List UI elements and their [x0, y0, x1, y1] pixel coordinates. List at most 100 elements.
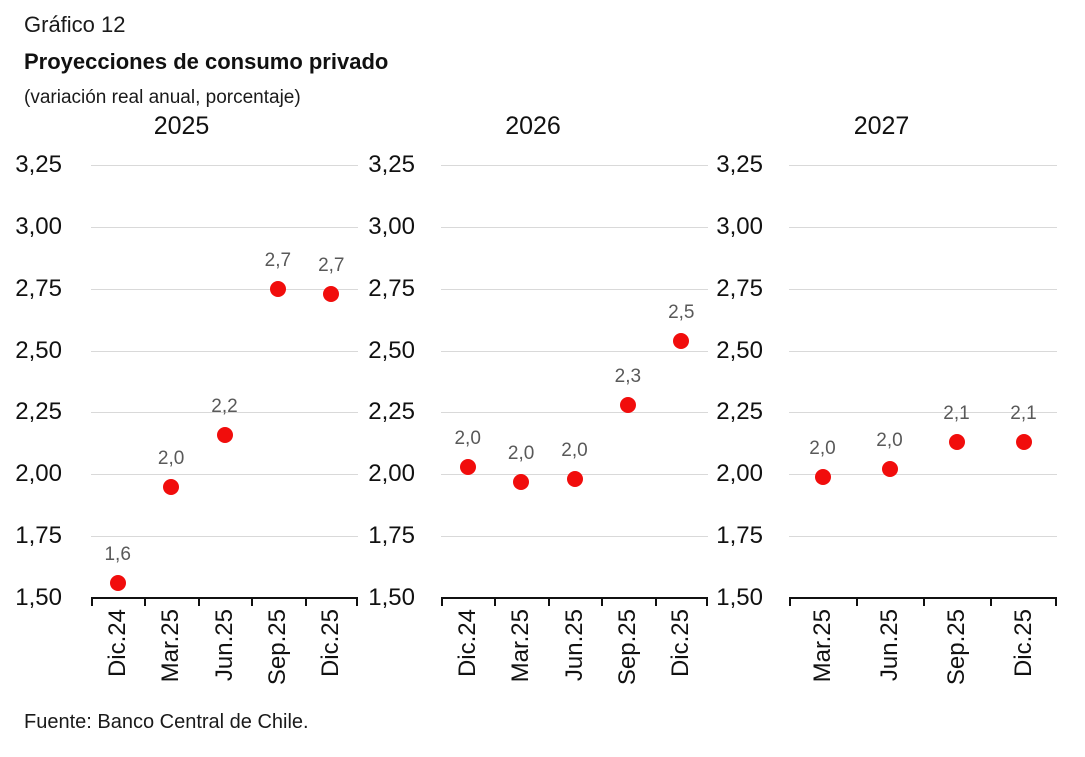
data-point [619, 397, 636, 413]
data-point [948, 434, 965, 451]
y-axis-tick-label: 1,75 [368, 522, 415, 550]
y-axis-tick-label: 3,00 [15, 212, 62, 240]
gridline [789, 227, 1057, 228]
data-point-label: 2,0 [876, 430, 903, 452]
gridline [91, 351, 358, 352]
data-point [323, 285, 340, 302]
y-axis-tick-label: 2,25 [15, 398, 62, 426]
data-point [109, 575, 126, 592]
x-axis-tick [305, 597, 307, 606]
gridline [789, 412, 1057, 413]
data-point [814, 468, 831, 485]
data-point-label: 1,6 [104, 544, 131, 566]
gridline [441, 536, 708, 537]
x-axis-line [91, 597, 358, 599]
data-point [269, 280, 286, 297]
x-axis-tick [356, 597, 358, 606]
data-point-label: 2,2 [211, 395, 238, 417]
y-axis-tick-label: 2,00 [15, 460, 62, 488]
data-point [216, 426, 233, 443]
panel-title-2025: 2025 [153, 112, 210, 140]
y-axis-tick-label: 3,25 [15, 151, 62, 178]
data-point [459, 458, 476, 475]
x-axis-tick [441, 597, 443, 606]
x-axis-category-label: Sep.25 [942, 609, 970, 686]
gridline [91, 289, 358, 290]
gridline [91, 227, 358, 228]
y-axis-tick-label: 2,75 [368, 274, 415, 302]
x-axis-tick [856, 597, 858, 606]
data-point [513, 473, 530, 490]
y-axis-tick-label: 2,50 [368, 336, 415, 364]
gridline [91, 536, 358, 537]
y-axis-tick-label: 1,50 [716, 584, 763, 611]
y-axis-tick-label: 2,75 [716, 274, 763, 302]
gridline [441, 289, 708, 290]
data-point-label: 2,0 [157, 447, 185, 469]
y-axis-tick-label: 3,00 [368, 212, 415, 240]
gridline [789, 289, 1057, 290]
gridline [789, 536, 1057, 537]
x-axis-line [441, 597, 708, 599]
y-axis-tick-label: 1,75 [716, 522, 763, 550]
y-axis-tick-label: 1,50 [15, 584, 62, 611]
gridline [441, 227, 708, 228]
data-point-label: 2,7 [264, 249, 292, 271]
gridline [91, 412, 358, 413]
figure-label: Gráfico 12 [24, 12, 126, 37]
panel-title-2026: 2026 [505, 112, 561, 140]
y-axis-tick-label: 2,50 [716, 336, 763, 364]
x-axis-category-label: Jun.25 [560, 609, 588, 682]
y-axis-tick-label: 3,25 [716, 151, 763, 178]
x-axis-tick [251, 597, 253, 606]
x-axis-tick [990, 597, 992, 606]
data-point [673, 332, 690, 349]
x-axis-category-label: Dic.25 [317, 609, 345, 678]
y-axis-tick-label: 1,75 [15, 522, 62, 550]
x-axis-category-label: Dic.24 [103, 609, 131, 678]
y-axis-tick-label: 3,00 [716, 212, 763, 240]
data-point-label: 2,5 [668, 301, 695, 323]
data-point-label: 2,0 [809, 437, 836, 459]
y-axis-tick-label: 3,25 [368, 151, 415, 178]
x-axis-category-label: Mar.25 [507, 609, 535, 683]
x-axis-tick [91, 597, 93, 606]
y-axis-tick-label: 2,00 [716, 460, 763, 488]
data-point [163, 478, 180, 495]
x-axis-category-label: Jun.25 [875, 609, 903, 682]
y-axis-tick-label: 2,25 [368, 398, 415, 426]
gridline [441, 165, 708, 166]
x-axis-tick [548, 597, 550, 606]
gridline [789, 165, 1057, 166]
x-axis-category-label: Mar.25 [157, 609, 185, 683]
data-point-label: 2,0 [561, 440, 588, 462]
x-axis-tick [923, 597, 925, 606]
gridline [789, 351, 1057, 352]
x-axis-category-label: Sep.25 [263, 609, 291, 686]
x-axis-tick [1055, 597, 1057, 606]
data-point-label: 2,3 [614, 366, 642, 387]
data-point-label: 2,1 [943, 403, 970, 425]
data-point-label: 2,0 [507, 442, 535, 464]
source-note: Fuente: Banco Central de Chile. [24, 711, 309, 733]
data-point [566, 471, 583, 488]
x-axis-category-label: Sep.25 [613, 609, 641, 686]
data-point-label: 2,0 [454, 427, 481, 449]
x-axis-tick [601, 597, 603, 606]
gridline [441, 351, 708, 352]
x-axis-category-label: Mar.25 [808, 609, 836, 683]
y-axis-tick-label: 2,25 [716, 398, 763, 426]
chart-title: Proyecciones de consumo privado [24, 49, 389, 74]
data-point [1015, 434, 1032, 451]
x-axis-category-label: Dic.25 [1009, 609, 1037, 678]
y-axis-tick-label: 2,50 [15, 336, 62, 364]
y-axis-tick-label: 1,50 [368, 584, 415, 611]
data-point-label: 2,7 [318, 254, 345, 276]
gridline [91, 165, 358, 166]
data-point [881, 461, 898, 478]
x-axis-category-label: Jun.25 [210, 609, 238, 682]
x-axis-tick [655, 597, 657, 606]
y-axis-tick-label: 2,00 [368, 460, 415, 488]
gridline [441, 412, 708, 413]
